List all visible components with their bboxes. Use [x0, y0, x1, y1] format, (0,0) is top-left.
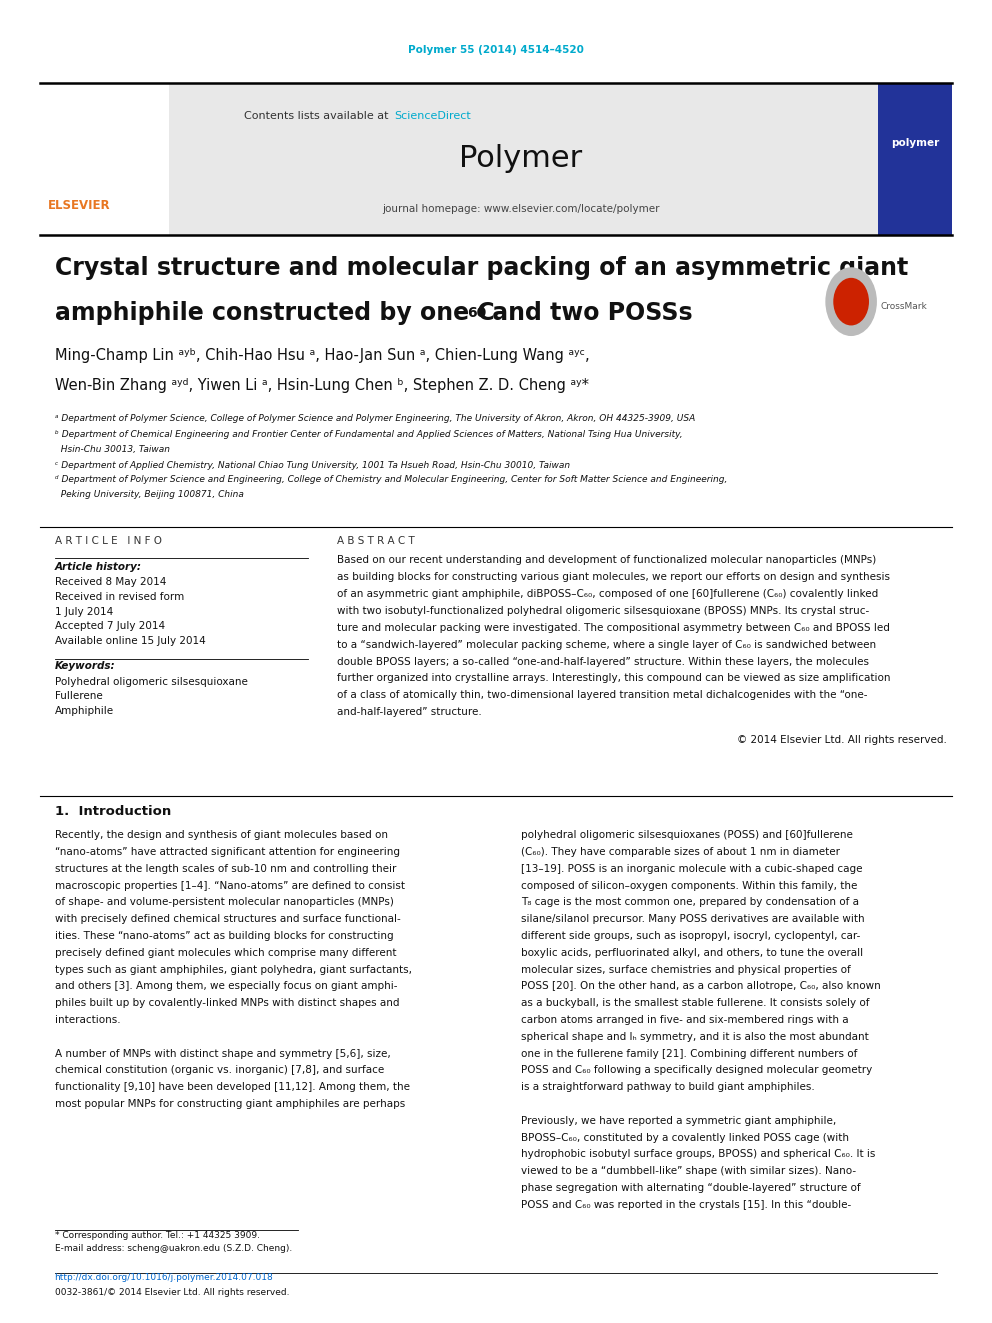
Text: “nano-atoms” have attracted significant attention for engineering: “nano-atoms” have attracted significant …: [55, 847, 400, 857]
Text: precisely defined giant molecules which comprise many different: precisely defined giant molecules which …: [55, 947, 396, 958]
Bar: [40, 83, 169, 235]
Text: macroscopic properties [1–4]. “Nano-atoms” are defined to consist: macroscopic properties [1–4]. “Nano-atom…: [55, 881, 405, 890]
Text: Ming-Champ Lin ᵃʸᵇ, Chih-Hao Hsu ᵃ, Hao-Jan Sun ᵃ, Chien-Lung Wang ᵃʸᶜ,: Ming-Champ Lin ᵃʸᵇ, Chih-Hao Hsu ᵃ, Hao-…: [55, 348, 589, 363]
Text: phase segregation with alternating “double-layered” structure of: phase segregation with alternating “doub…: [521, 1183, 860, 1193]
Text: polyhedral oligomeric silsesquioxanes (POSS) and [60]fullerene: polyhedral oligomeric silsesquioxanes (P…: [521, 830, 853, 840]
Text: ᶜ Department of Applied Chemistry, National Chiao Tung University, 1001 Ta Hsueh: ᶜ Department of Applied Chemistry, Natio…: [55, 460, 569, 470]
Text: silane/silanol precursor. Many POSS derivatives are available with: silane/silanol precursor. Many POSS deri…: [521, 914, 864, 925]
Text: viewed to be a “dumbbell-like” shape (with similar sizes). Nano-: viewed to be a “dumbbell-like” shape (wi…: [521, 1166, 856, 1176]
Text: ities. These “nano-atoms” act as building blocks for constructing: ities. These “nano-atoms” act as buildin…: [55, 931, 393, 941]
Text: Previously, we have reported a symmetric giant amphiphile,: Previously, we have reported a symmetric…: [521, 1115, 836, 1126]
Text: E-mail address: scheng@uakron.edu (S.Z.D. Cheng).: E-mail address: scheng@uakron.edu (S.Z.D…: [55, 1244, 292, 1253]
Text: POSS [20]. On the other hand, as a carbon allotrope, C₆₀, also known: POSS [20]. On the other hand, as a carbo…: [521, 982, 881, 991]
Text: Recently, the design and synthesis of giant molecules based on: Recently, the design and synthesis of gi…: [55, 830, 388, 840]
Text: Based on our recent understanding and development of functionalized molecular na: Based on our recent understanding and de…: [337, 554, 877, 565]
Text: polymer: polymer: [891, 138, 939, 148]
Text: T₈ cage is the most common one, prepared by condensation of a: T₈ cage is the most common one, prepared…: [521, 897, 859, 908]
Text: composed of silicon–oxygen components. Within this family, the: composed of silicon–oxygen components. W…: [521, 881, 857, 890]
Text: most popular MNPs for constructing giant amphiphiles are perhaps: most popular MNPs for constructing giant…: [55, 1099, 405, 1109]
Text: Peking University, Beijing 100871, China: Peking University, Beijing 100871, China: [55, 490, 243, 499]
Text: as a buckyball, is the smallest stable fullerene. It consists solely of: as a buckyball, is the smallest stable f…: [521, 998, 869, 1008]
Text: ScienceDirect: ScienceDirect: [394, 111, 470, 122]
Text: carbon atoms arranged in five- and six-membered rings with a: carbon atoms arranged in five- and six-m…: [521, 1015, 848, 1025]
Circle shape: [825, 267, 877, 336]
Text: with two isobutyl-functionalized polyhedral oligomeric silsesquioxane (BPOSS) MN: with two isobutyl-functionalized polyhed…: [337, 606, 870, 615]
Text: hydrophobic isobutyl surface groups, BPOSS) and spherical C₆₀. It is: hydrophobic isobutyl surface groups, BPO…: [521, 1150, 875, 1159]
Text: structures at the length scales of sub-10 nm and controlling their: structures at the length scales of sub-1…: [55, 864, 396, 873]
Text: with precisely defined chemical structures and surface functional-: with precisely defined chemical structur…: [55, 914, 401, 925]
Text: Hsin-Chu 30013, Taiwan: Hsin-Chu 30013, Taiwan: [55, 445, 170, 454]
Text: double BPOSS layers; a so-called “one-and-half-layered” structure. Within these : double BPOSS layers; a so-called “one-an…: [337, 656, 869, 667]
Text: of an asymmetric giant amphiphile, diBPOSS–C₆₀, composed of one [60]fullerene (C: of an asymmetric giant amphiphile, diBPO…: [337, 589, 879, 599]
Text: of shape- and volume-persistent molecular nanoparticles (MNPs): of shape- and volume-persistent molecula…: [55, 897, 394, 908]
Text: 1.  Introduction: 1. Introduction: [55, 804, 171, 818]
Text: A B S T R A C T: A B S T R A C T: [337, 536, 415, 546]
Text: ture and molecular packing were investigated. The compositional asymmetry betwee: ture and molecular packing were investig…: [337, 623, 890, 632]
Text: types such as giant amphiphiles, giant polyhedra, giant surfactants,: types such as giant amphiphiles, giant p…: [55, 964, 412, 975]
Text: molecular sizes, surface chemistries and physical properties of: molecular sizes, surface chemistries and…: [521, 964, 850, 975]
Text: philes built up by covalently-linked MNPs with distinct shapes and: philes built up by covalently-linked MNP…: [55, 998, 399, 1008]
Text: A R T I C L E   I N F O: A R T I C L E I N F O: [55, 536, 162, 546]
Text: Amphiphile: Amphiphile: [55, 705, 114, 716]
Text: ᵈ Department of Polymer Science and Engineering, College of Chemistry and Molecu: ᵈ Department of Polymer Science and Engi…: [55, 475, 727, 484]
Text: Available online 15 July 2014: Available online 15 July 2014: [55, 635, 205, 646]
Text: Polyhedral oligomeric silsesquioxane: Polyhedral oligomeric silsesquioxane: [55, 676, 247, 687]
Text: A number of MNPs with distinct shape and symmetry [5,6], size,: A number of MNPs with distinct shape and…: [55, 1049, 390, 1058]
Text: journal homepage: www.elsevier.com/locate/polymer: journal homepage: www.elsevier.com/locat…: [382, 204, 660, 214]
Text: functionality [9,10] have been developed [11,12]. Among them, the: functionality [9,10] have been developed…: [55, 1082, 410, 1093]
Text: POSS and C₆₀ following a specifically designed molecular geometry: POSS and C₆₀ following a specifically de…: [521, 1065, 872, 1076]
Text: ᵇ Department of Chemical Engineering and Frontier Center of Fundamental and Appl: ᵇ Department of Chemical Engineering and…: [55, 430, 682, 439]
Text: Polymer: Polymer: [459, 144, 582, 173]
Text: 60: 60: [466, 306, 486, 320]
Text: Received 8 May 2014: Received 8 May 2014: [55, 577, 166, 587]
Bar: [878, 83, 952, 235]
Text: ELSEVIER: ELSEVIER: [48, 198, 110, 212]
Text: and two POSSs: and two POSSs: [484, 302, 692, 325]
Text: Contents lists available at: Contents lists available at: [244, 111, 392, 122]
Text: [13–19]. POSS is an inorganic molecule with a cubic-shaped cage: [13–19]. POSS is an inorganic molecule w…: [521, 864, 862, 873]
Text: Keywords:: Keywords:: [55, 660, 115, 671]
Text: boxylic acids, perfluorinated alkyl, and others, to tune the overall: boxylic acids, perfluorinated alkyl, and…: [521, 947, 863, 958]
Text: and-half-layered” structure.: and-half-layered” structure.: [337, 708, 482, 717]
Text: chemical constitution (organic vs. inorganic) [7,8], and surface: chemical constitution (organic vs. inorg…: [55, 1065, 384, 1076]
Text: amphiphile constructed by one C: amphiphile constructed by one C: [55, 302, 494, 325]
Text: http://dx.doi.org/10.1016/j.polymer.2014.07.018: http://dx.doi.org/10.1016/j.polymer.2014…: [55, 1273, 274, 1282]
Bar: [169, 83, 878, 235]
Text: * Corresponding author. Tel.: +1 44325 3909.: * Corresponding author. Tel.: +1 44325 3…: [55, 1230, 260, 1240]
Text: as building blocks for constructing various giant molecules, we report our effor: as building blocks for constructing vari…: [337, 572, 890, 582]
Text: ᵃ Department of Polymer Science, College of Polymer Science and Polymer Engineer: ᵃ Department of Polymer Science, College…: [55, 414, 694, 423]
Text: one in the fullerene family [21]. Combining different numbers of: one in the fullerene family [21]. Combin…: [521, 1049, 857, 1058]
Text: © 2014 Elsevier Ltd. All rights reserved.: © 2014 Elsevier Ltd. All rights reserved…: [737, 734, 947, 745]
Text: Polymer 55 (2014) 4514–4520: Polymer 55 (2014) 4514–4520: [408, 45, 584, 56]
Circle shape: [833, 278, 869, 325]
Text: POSS and C₆₀ was reported in the crystals [15]. In this “double-: POSS and C₆₀ was reported in the crystal…: [521, 1200, 851, 1209]
Text: to a “sandwich-layered” molecular packing scheme, where a single layer of C₆₀ is: to a “sandwich-layered” molecular packin…: [337, 639, 876, 650]
Text: interactions.: interactions.: [55, 1015, 120, 1025]
Text: Wen-Bin Zhang ᵃʸᵈ, Yiwen Li ᵃ, Hsin-Lung Chen ᵇ, Stephen Z. D. Cheng ᵃʸ*: Wen-Bin Zhang ᵃʸᵈ, Yiwen Li ᵃ, Hsin-Lung…: [55, 378, 588, 393]
Text: different side groups, such as isopropyl, isocryl, cyclopentyl, car-: different side groups, such as isopropyl…: [521, 931, 860, 941]
Text: BPOSS–C₆₀, constituted by a covalently linked POSS cage (with: BPOSS–C₆₀, constituted by a covalently l…: [521, 1132, 849, 1143]
Text: Crystal structure and molecular packing of an asymmetric giant: Crystal structure and molecular packing …: [55, 257, 908, 280]
Text: 1 July 2014: 1 July 2014: [55, 606, 113, 617]
Text: of a class of atomically thin, two-dimensional layered transition metal dichalco: of a class of atomically thin, two-dimen…: [337, 691, 868, 700]
Text: (C₆₀). They have comparable sizes of about 1 nm in diameter: (C₆₀). They have comparable sizes of abo…: [521, 847, 840, 857]
Text: and others [3]. Among them, we especially focus on giant amphi-: and others [3]. Among them, we especiall…: [55, 982, 397, 991]
Text: is a straightforward pathway to build giant amphiphiles.: is a straightforward pathway to build gi…: [521, 1082, 814, 1093]
Text: 0032-3861/© 2014 Elsevier Ltd. All rights reserved.: 0032-3861/© 2014 Elsevier Ltd. All right…: [55, 1287, 289, 1297]
Text: Article history:: Article history:: [55, 561, 142, 572]
Text: CrossMark: CrossMark: [881, 303, 928, 311]
Text: Received in revised form: Received in revised form: [55, 591, 184, 602]
Text: Accepted 7 July 2014: Accepted 7 July 2014: [55, 620, 165, 631]
Text: further organized into crystalline arrays. Interestingly, this compound can be v: further organized into crystalline array…: [337, 673, 891, 684]
Text: spherical shape and Iₕ symmetry, and it is also the most abundant: spherical shape and Iₕ symmetry, and it …: [521, 1032, 869, 1041]
Text: Fullerene: Fullerene: [55, 691, 102, 701]
